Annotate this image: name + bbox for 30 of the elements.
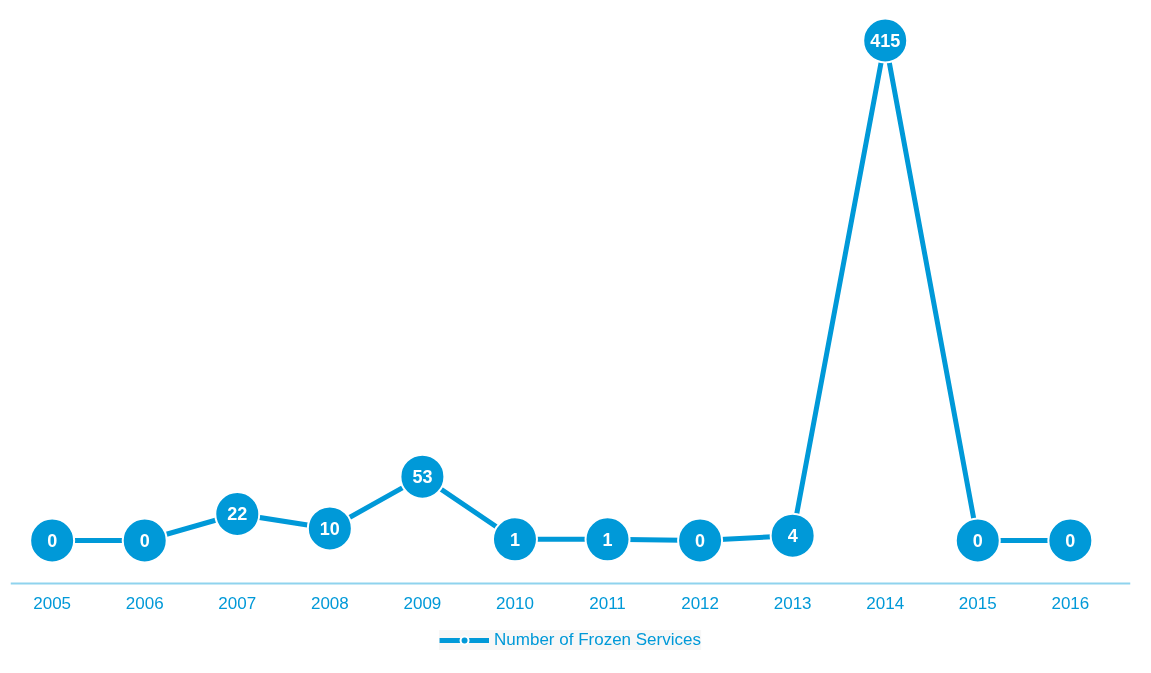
x-tick-label: 2008 — [310, 594, 349, 613]
point — [1047, 517, 1094, 564]
x-tick-label: 2015 — [958, 594, 997, 613]
data-label: 415 — [870, 31, 901, 51]
data-label: 0 — [695, 531, 706, 551]
data-label: 4 — [787, 526, 798, 547]
point — [584, 516, 631, 563]
legend-label: Number of Frozen Services — [494, 630, 701, 650]
x-tick-label: 2012 — [681, 594, 720, 613]
data-label: 1 — [509, 529, 520, 550]
x-tick-label: 2010 — [496, 594, 534, 613]
x-tick-label: 2011 — [589, 594, 626, 613]
data-label: 22 — [227, 504, 248, 525]
x-tick-label: 2007 — [218, 594, 257, 613]
data-label: 0 — [1065, 531, 1076, 551]
data-label: 0 — [47, 531, 58, 551]
x-tick-label: 2009 — [403, 594, 442, 613]
point — [954, 517, 1001, 564]
point — [677, 517, 724, 564]
point — [769, 512, 816, 559]
x-tick-label: 2014 — [866, 594, 905, 613]
x-tick-label: 2016 — [1051, 594, 1090, 613]
x-tick-label: 2005 — [33, 594, 72, 613]
data-label: 10 — [319, 518, 340, 539]
data-label: 0 — [139, 531, 150, 551]
data-label: 53 — [412, 467, 433, 488]
data-label: 1 — [602, 529, 613, 550]
x-tick-label: 2006 — [125, 594, 164, 613]
x-tick-label: 2013 — [773, 594, 812, 613]
data-label: 0 — [972, 531, 983, 551]
